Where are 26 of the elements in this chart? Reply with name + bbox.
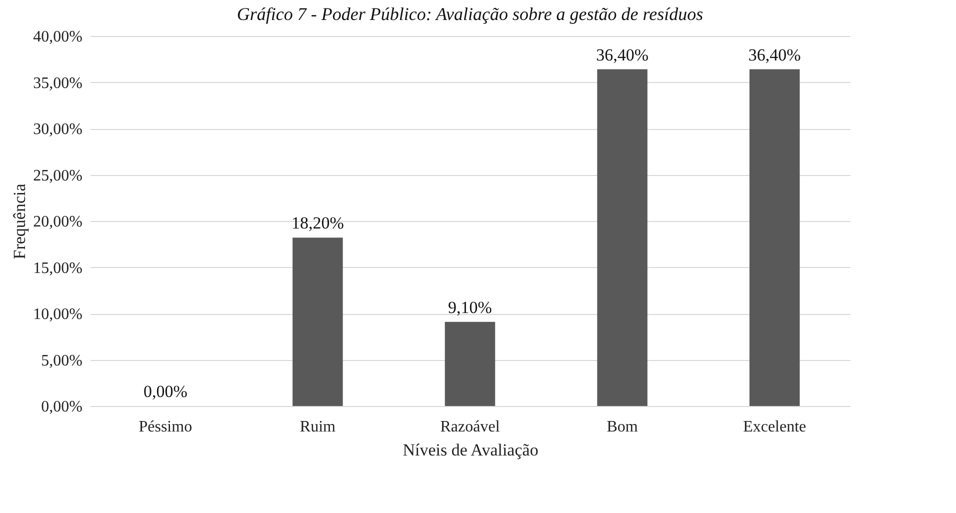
x-tick-label: Péssimo <box>138 418 192 436</box>
chart-title: Gráfico 7 - Poder Público: Avaliação sobre a gestão de resíduos <box>236 4 704 24</box>
data-label: 9,10% <box>448 298 492 317</box>
x-tick-label: Excelente <box>743 418 806 436</box>
data-label: 36,40% <box>748 45 801 64</box>
bar <box>444 322 496 406</box>
y-tick-label: 5,00% <box>41 352 82 370</box>
y-tick-label: 25,00% <box>33 167 82 184</box>
bar <box>749 69 800 406</box>
data-label: 36,40% <box>596 45 649 64</box>
bar <box>292 238 343 406</box>
y-axis-title: Frequência <box>10 183 30 260</box>
y-tick-label: 15,00% <box>33 260 82 277</box>
y-tick-label: 35,00% <box>33 74 82 92</box>
x-tick-label: Bom <box>606 418 638 436</box>
y-tick-label: 0,00% <box>41 398 82 416</box>
data-label: 18,20% <box>291 214 344 233</box>
y-tick-label: 10,00% <box>33 306 82 323</box>
x-axis-title: Níveis de Avaliação <box>402 440 538 460</box>
data-label: 0,00% <box>143 382 188 401</box>
x-tick-label: Razoável <box>440 418 500 436</box>
y-tick-label: 30,00% <box>33 121 82 138</box>
y-tick-label: 40,00% <box>33 28 82 46</box>
y-tick-label: 20,00% <box>33 214 82 230</box>
bar <box>597 69 648 406</box>
x-tick-label: Ruim <box>300 418 336 436</box>
